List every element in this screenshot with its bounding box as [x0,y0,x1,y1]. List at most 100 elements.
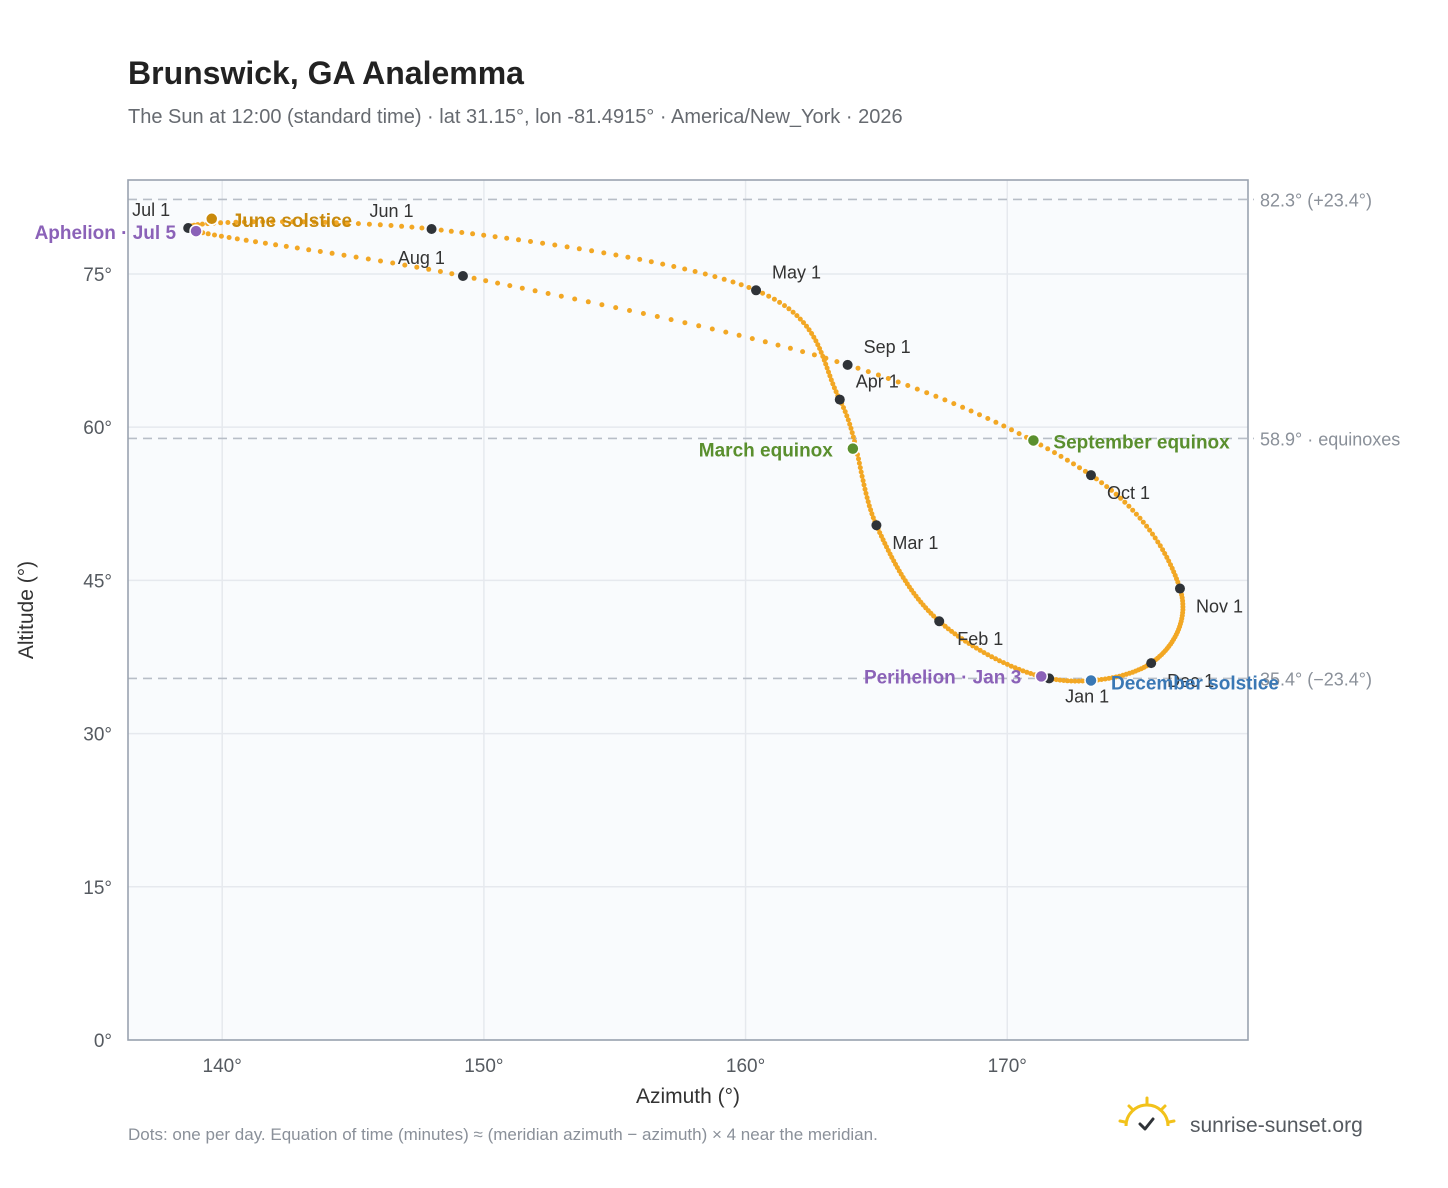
daily-sun-dot [985,416,991,421]
daily-sun-dot [702,271,708,277]
daily-sun-dot [470,231,476,237]
daily-sun-dot [1016,431,1022,437]
daily-sun-dot [341,252,347,258]
daily-sun-dot [426,266,432,272]
daily-sun-dot [862,486,868,492]
daily-sun-dot [817,346,823,351]
daily-sun-dot [924,390,930,396]
daily-sun-dot [933,393,939,399]
daily-sun-dot [545,291,551,296]
daily-sun-dot [262,240,268,246]
month-marker [871,520,882,531]
daily-sun-dot [966,641,972,646]
event-marker [189,224,203,238]
daily-sun-dot [960,404,966,410]
daily-sun-dot [218,233,224,239]
event-marker [1026,433,1041,448]
daily-sun-dot [234,236,240,242]
daily-sun-dot [863,490,869,496]
event-label: June solstice [232,211,352,232]
daily-sun-dot [790,309,796,315]
daily-sun-dot [993,419,999,425]
daily-sun-dot [849,430,855,436]
daily-sun-dot [483,278,489,284]
daily-sun-dot [985,652,991,658]
daily-sun-dot [869,511,875,517]
daily-sun-dot [504,235,510,241]
daily-sun-dot [815,342,821,348]
daily-sun-dot [438,227,444,233]
daily-sun-dot [1099,480,1105,486]
event-label: December solstice [1111,673,1279,694]
daily-sun-dot [1137,515,1143,521]
daily-sun-dot [495,280,501,286]
daily-sun-dot [1012,665,1018,671]
daily-sun-dot [273,242,279,248]
daily-sun-dot [857,465,863,471]
daily-sun-dot [1024,669,1030,675]
daily-sun-dot [968,408,974,414]
daily-sun-dot [970,643,976,649]
daily-sun-dot [1001,660,1006,666]
daily-sun-dot [1166,558,1172,564]
daily-sun-dot [875,372,881,378]
event-label: Perihelion · Jan 3 [864,667,1021,688]
daily-sun-dot [353,254,359,260]
daily-sun-dot [1001,423,1007,429]
month-markers: Jan 1 Feb 1 Mar 1 Apr 1 May 1 Jun 1 Jul 1 Aug 1… [132,200,1243,706]
daily-sun-dot [760,290,766,296]
reference-line-label: 82.3° (+23.4°) [1260,190,1372,210]
daily-sun-dot [1064,678,1070,684]
daily-sun-dot [841,405,846,411]
daily-sun-dot [962,638,968,644]
month-label: Oct 1 [1107,483,1150,503]
daily-sun-dot [811,352,817,358]
daily-sun-dot [625,254,631,260]
daily-sun-dot [1118,495,1124,501]
chart-title: Brunswick, GA Analemma [128,55,524,91]
daily-sun-dot [1008,663,1014,669]
month-label: Dec 1 [1167,671,1214,691]
daily-sun-dot [1126,503,1132,509]
daily-sun-dot [942,397,948,403]
daily-sun-dot [572,296,578,302]
daily-sun-dot [260,219,266,225]
daily-sun-dot [1057,677,1063,683]
daily-sun-dot [1106,675,1112,681]
month-marker [457,271,468,282]
daily-sun-dot [601,250,607,256]
daily-sun-dot [301,219,306,225]
daily-sun-dot [212,232,217,238]
daily-sun-dot [989,654,995,660]
event-marker [1084,673,1098,688]
daily-sun-dot [1144,523,1150,529]
month-label: Aug 1 [398,248,445,268]
daily-sun-dot [777,299,783,305]
x-axis-ticks: 140° 150° 160° 170° [203,1056,1027,1077]
daily-sun-dot [827,373,833,379]
daily-sun-dot [1157,543,1163,549]
daily-sun-dot [640,311,646,316]
daily-sun-dot [449,271,455,277]
y-tick-label: 15° [83,878,112,899]
daily-sun-dot [1064,457,1070,463]
daily-sun-dot [402,262,408,268]
daily-sun-dot [682,266,688,272]
daily-sun-dot [981,650,987,656]
month-label: May 1 [772,262,821,282]
daily-sun-dot [419,225,425,231]
y-tick-label: 60° [83,418,112,439]
daily-sun-dot [317,249,323,254]
y-axis-label: Altitude (°) [15,561,38,659]
daily-sun-dot [613,252,619,258]
daily-sun-dot [859,473,865,479]
daily-sun-dot [516,237,521,243]
x-tick-label: 150° [464,1056,503,1077]
daily-sun-dot [637,256,643,262]
daily-sun-dot [864,495,870,501]
x-tick-label: 140° [203,1056,242,1077]
daily-sun-dot [1122,499,1128,505]
y-tick-label: 45° [83,571,112,592]
daily-sun-dot [1113,491,1119,497]
event-markers: June solstice Aphelion · Jul 5 March equin… [35,211,1279,695]
